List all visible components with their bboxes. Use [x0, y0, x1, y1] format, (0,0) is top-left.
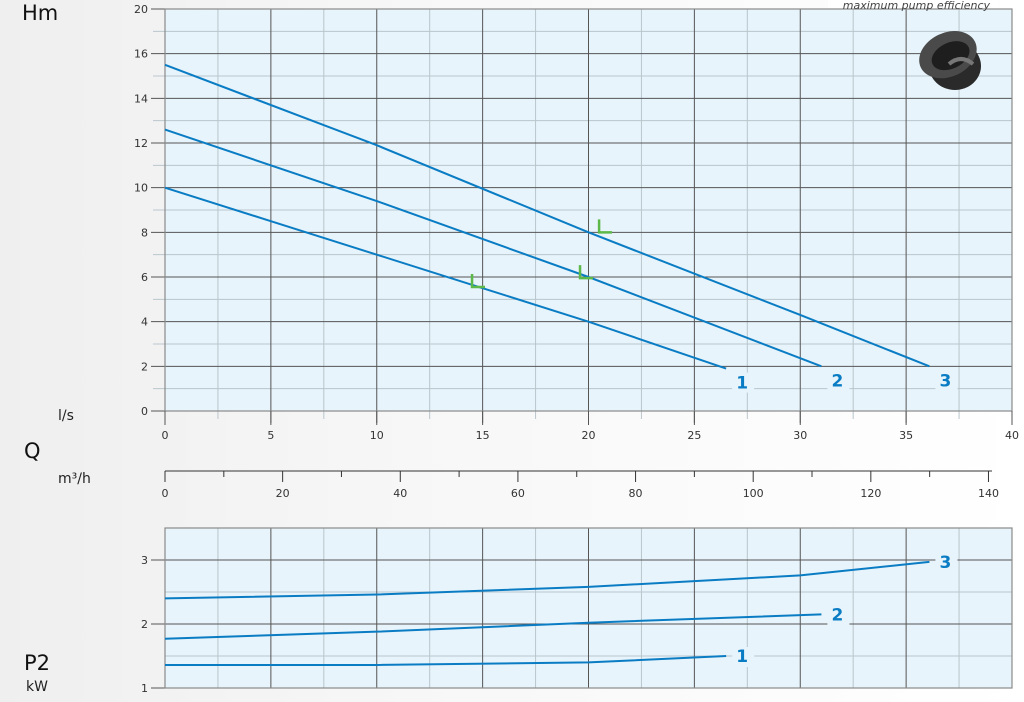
q-tick-label: 40 — [393, 487, 407, 500]
curve-label-1: 1 — [736, 374, 748, 394]
curve-2 — [164, 128, 822, 368]
flow-axis-label: Q — [24, 439, 41, 463]
y-tick-label: 4 — [141, 316, 148, 329]
head-axis-label: Hm — [22, 1, 58, 25]
curve-1 — [165, 655, 727, 666]
curve-3 — [164, 560, 930, 600]
power-unit: kW — [26, 679, 48, 695]
x-tick-label: 10 — [370, 429, 384, 442]
header-note-bg — [828, 0, 996, 8]
curve-label-2: 2 — [832, 371, 844, 391]
y-tick-label: 16 — [134, 48, 148, 61]
curve-2 — [164, 613, 822, 640]
y-tick-label: 14 — [134, 92, 148, 105]
plot-border — [164, 527, 1013, 689]
y-tick-label: 2 — [141, 360, 148, 373]
curve-label-bg — [827, 605, 850, 626]
curve-label-bg — [732, 647, 755, 667]
x-tick-label: 40 — [1005, 429, 1019, 442]
header-note: maximum pump efficiency — [843, 0, 991, 12]
q-tick-label: 0 — [162, 487, 169, 500]
y-tick-label: 20 — [134, 3, 148, 16]
curve-1 — [164, 186, 727, 370]
efficiency-marker-1 — [470, 274, 486, 289]
x-tick-label: 35 — [899, 429, 913, 442]
pump-impeller-image — [919, 31, 981, 90]
y-tick-label: 12 — [134, 137, 148, 150]
q-tick-label: 140 — [978, 487, 999, 500]
q-tick-label: 60 — [511, 487, 525, 500]
efficiency-marker-3 — [597, 219, 613, 234]
y-tick-label: 10 — [134, 182, 148, 195]
x-tick-label: 20 — [582, 429, 596, 442]
y-tick-label: 8 — [141, 226, 148, 239]
x-tick-label: 5 — [267, 429, 274, 442]
flow-m3h-axis: 0 20 40 60 80 100 120 140 — [162, 470, 999, 500]
q-tick-label: 100 — [743, 487, 764, 500]
x-tick-label: 25 — [687, 429, 701, 442]
y-tick-label: 3 — [141, 554, 148, 567]
y-tick-label: 6 — [141, 271, 148, 284]
power-axis-label: P2 — [24, 651, 50, 675]
flow-m3h-unit: m³/h — [58, 471, 91, 487]
power-chart: 1 2 3 1 2 3 — [141, 527, 1013, 695]
x-tick-label: 0 — [162, 429, 169, 442]
q-tick-label: 80 — [629, 487, 643, 500]
curve-label-1: 1 — [736, 647, 748, 667]
y-tick-label: 0 — [141, 405, 148, 418]
curve-label-bg — [732, 372, 755, 393]
q-tick-label: 120 — [860, 487, 881, 500]
y-tick-label: 1 — [141, 682, 148, 695]
flow-ls-unit: l/s — [58, 408, 74, 424]
curve-label-bg — [827, 370, 850, 391]
curve-label-3: 3 — [939, 371, 951, 391]
curve-label-2: 2 — [832, 605, 844, 625]
curve-label-3: 3 — [939, 553, 951, 573]
curve-3 — [164, 63, 930, 368]
x-tick-label: 15 — [476, 429, 490, 442]
x-tick-label: 30 — [793, 429, 807, 442]
q-tick-label: 20 — [276, 487, 290, 500]
y-tick-label: 2 — [141, 618, 148, 631]
curve-label-bg — [935, 370, 958, 391]
curve-label-bg — [935, 552, 958, 573]
efficiency-marker-2 — [578, 265, 594, 280]
